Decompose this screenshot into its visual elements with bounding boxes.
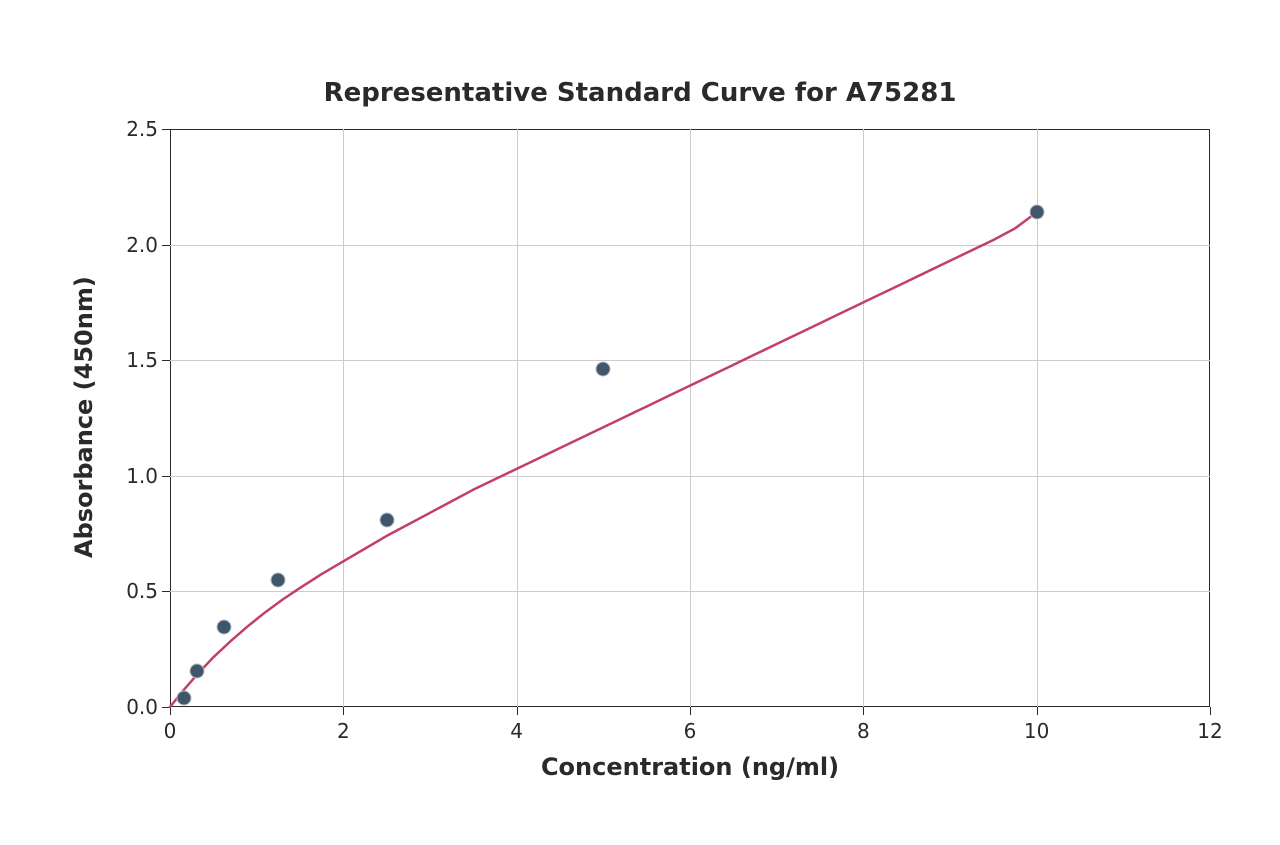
- curve-line: [170, 212, 1037, 707]
- y-tick-label: 1.5: [120, 348, 158, 372]
- x-tick-label: 2: [337, 719, 350, 743]
- y-tick: [162, 245, 170, 246]
- y-tick-label: 0.5: [120, 579, 158, 603]
- y-tick: [162, 360, 170, 361]
- y-tick: [162, 129, 170, 130]
- x-tick: [690, 707, 691, 715]
- data-point: [379, 512, 394, 527]
- data-point: [1029, 205, 1044, 220]
- x-tick: [1210, 707, 1211, 715]
- x-tick-label: 6: [684, 719, 697, 743]
- y-tick-label: 0.0: [120, 695, 158, 719]
- x-axis-label: Concentration (ng/ml): [170, 753, 1210, 781]
- x-tick: [517, 707, 518, 715]
- y-axis-label: Absorbance (450nm): [70, 276, 98, 558]
- data-point: [217, 620, 232, 635]
- x-tick-label: 12: [1197, 719, 1222, 743]
- y-tick-label: 2.0: [120, 233, 158, 257]
- data-point: [176, 690, 191, 705]
- chart-container: Representative Standard Curve for A75281…: [0, 0, 1280, 845]
- x-tick-label: 4: [510, 719, 523, 743]
- y-tick-label: 2.5: [120, 117, 158, 141]
- data-point: [271, 572, 286, 587]
- x-tick-label: 8: [857, 719, 870, 743]
- x-tick: [1037, 707, 1038, 715]
- fit-curve: [170, 129, 1210, 707]
- x-tick-label: 0: [164, 719, 177, 743]
- x-tick: [863, 707, 864, 715]
- chart-title: Representative Standard Curve for A75281: [0, 78, 1280, 108]
- y-tick: [162, 476, 170, 477]
- x-tick: [343, 707, 344, 715]
- data-point: [596, 362, 611, 377]
- y-tick-label: 1.0: [120, 464, 158, 488]
- x-tick-label: 10: [1024, 719, 1049, 743]
- y-tick: [162, 591, 170, 592]
- data-point: [190, 664, 205, 679]
